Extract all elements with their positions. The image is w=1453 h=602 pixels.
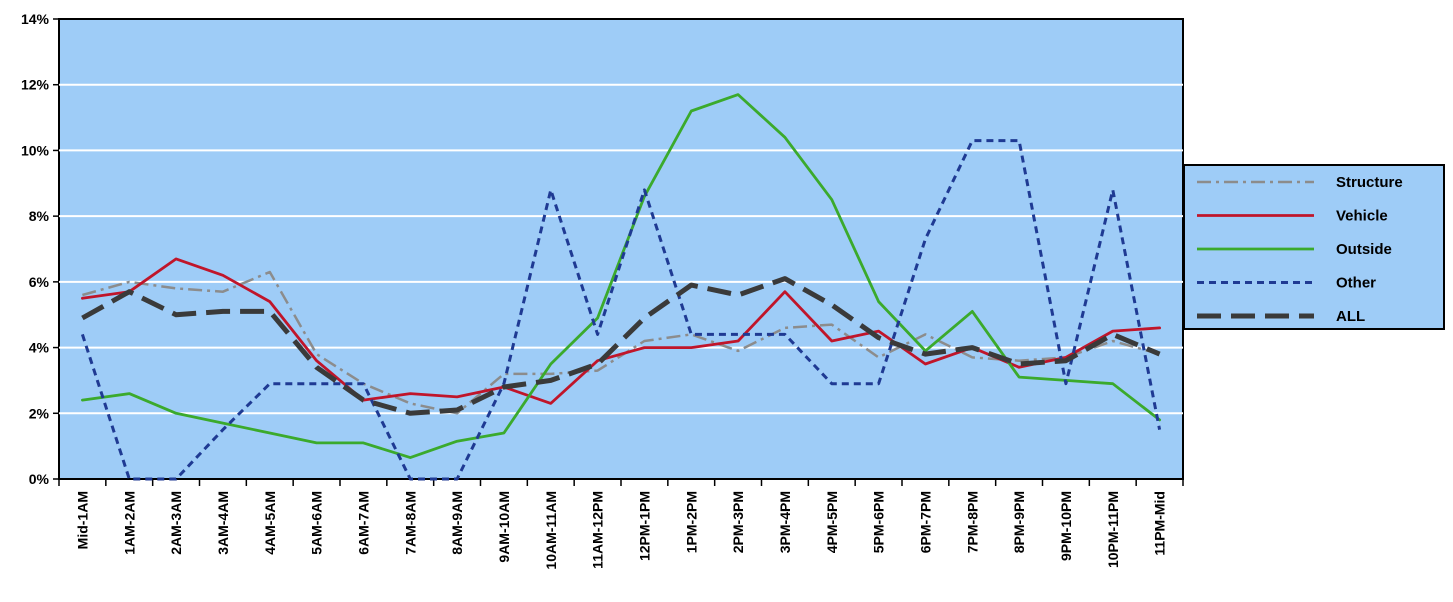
x-tick-label: Mid-1AM <box>74 491 90 549</box>
legend-box <box>1183 164 1445 330</box>
y-axis: 0% 2% 4% 6% 8% 10% 12% 14% <box>21 11 59 487</box>
x-tick-label: 10AM-11AM <box>543 491 559 570</box>
x-tick-label: 6PM-7PM <box>917 491 933 553</box>
series-line-all <box>81 276 1161 416</box>
y-tick-label: 0% <box>29 471 50 487</box>
x-tick-label: 4AM-5AM <box>262 491 278 555</box>
y-tick-label: 4% <box>29 340 50 356</box>
y-tick-label: 10% <box>21 142 50 158</box>
legend-label-vehicle: Vehicle <box>1336 208 1388 225</box>
legend-label-other: Other <box>1336 275 1376 292</box>
x-tick-label: 2PM-3PM <box>730 491 746 553</box>
y-tick-label: 2% <box>29 405 50 421</box>
x-tick-label: 5AM-6AM <box>309 491 325 555</box>
legend-label-structure: Structure <box>1336 174 1403 191</box>
plot-area <box>58 18 1184 480</box>
x-tick-label: 8PM-9PM <box>1011 491 1027 553</box>
x-tick-label: 7PM-8PM <box>964 491 980 553</box>
x-axis: Mid-1AM 1AM-2AM 2AM-3AM 3AM-4AM 4AM-5AM 5AM-6… <box>58 479 1184 570</box>
x-tick-label: 11PM-Mid <box>1152 491 1168 556</box>
x-tick-label: 3PM-4PM <box>777 491 793 553</box>
series-line-vehicle <box>81 257 1161 405</box>
x-tick-label: 2AM-3AM <box>168 491 184 555</box>
legend-label-outside: Outside <box>1336 241 1392 258</box>
x-tick-label: 12PM-1PM <box>636 491 652 561</box>
x-tick-label: 8AM-9AM <box>449 491 465 555</box>
x-tick-label: 6AM-7AM <box>355 491 371 555</box>
series-lines <box>80 93 1162 481</box>
x-tick-label: 9PM-10PM <box>1058 491 1074 561</box>
x-tick-label: 4PM-5PM <box>824 491 840 553</box>
series-line-structure <box>82 270 1160 415</box>
series-line-outside <box>81 93 1161 460</box>
y-tick-label: 14% <box>21 11 50 27</box>
y-tick-label: 8% <box>29 208 50 224</box>
x-tick-label: 9AM-10AM <box>496 491 512 563</box>
series-line-other <box>80 139 1162 481</box>
x-tick-label: 1AM-2AM <box>121 491 137 555</box>
y-tick-label: 6% <box>29 274 50 290</box>
x-tick-label: 11AM-12PM <box>590 491 606 569</box>
y-tick-label: 12% <box>21 77 50 93</box>
x-tick-label: 5PM-6PM <box>871 491 887 553</box>
legend: Structure Vehicle Outside Other ALL <box>1183 164 1445 330</box>
x-tick-label: 7AM-8AM <box>402 491 418 555</box>
x-tick-label: 10PM-11PM <box>1105 491 1121 568</box>
x-tick-label: 3AM-4AM <box>215 491 231 555</box>
x-tick-label: 1PM-2PM <box>683 491 699 553</box>
legend-label-all: ALL <box>1336 308 1365 325</box>
